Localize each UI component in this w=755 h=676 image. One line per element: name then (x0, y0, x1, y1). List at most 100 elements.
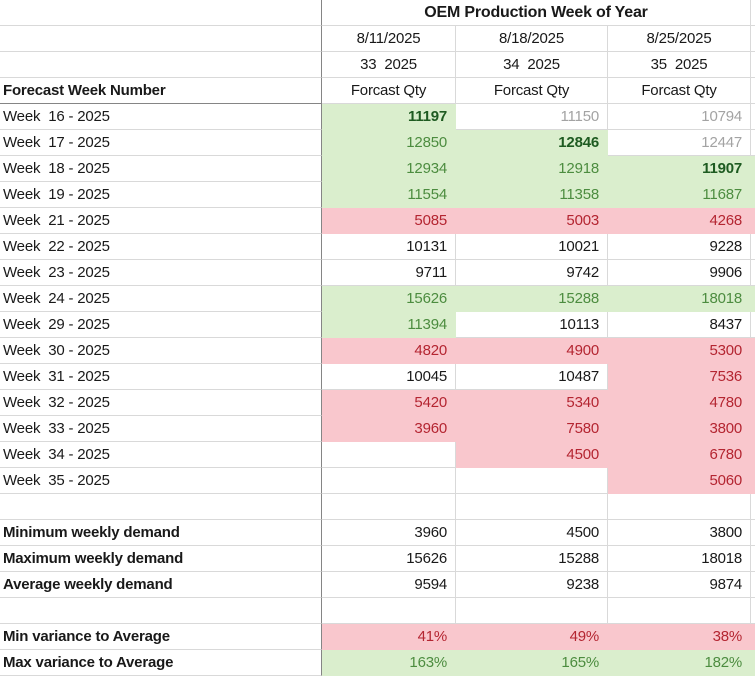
forecast-qty-cell[interactable]: 9711 (322, 260, 456, 286)
spacer-cell[interactable] (608, 494, 752, 520)
forecast-qty-cell[interactable]: 12447 (608, 130, 752, 156)
summary-value-cell[interactable]: 18018 (608, 546, 752, 572)
week-row-label[interactable]: Week 35 - 2025 (0, 468, 322, 494)
week-row-label[interactable]: Week 30 - 2025 (0, 338, 322, 364)
forecast-qty-cell[interactable]: 7536 (608, 364, 752, 390)
week-row-label[interactable]: Week 16 - 2025 (0, 104, 322, 130)
summary-value-cell[interactable]: 9238 (456, 572, 608, 598)
week-row-label[interactable]: Week 22 - 2025 (0, 234, 322, 260)
summary-row-label[interactable]: Maximum weekly demand (0, 546, 322, 572)
spacer-cell[interactable] (0, 494, 322, 520)
column-date[interactable]: 8/18/2025 (456, 26, 608, 52)
forecast-qty-cell[interactable]: 10794 (608, 104, 752, 130)
summary-value-cell[interactable]: 3800 (608, 520, 752, 546)
week-row-label[interactable]: Week 34 - 2025 (0, 442, 322, 468)
column-date[interactable]: 8/25/2025 (608, 26, 752, 52)
variance-value-cell[interactable]: 49% (456, 624, 608, 650)
forecast-qty-cell[interactable]: 8437 (608, 312, 752, 338)
row-header-cell[interactable] (0, 52, 322, 78)
forecast-qty-cell[interactable]: 9906 (608, 260, 752, 286)
summary-row-label[interactable]: Average weekly demand (0, 572, 322, 598)
forecast-qty-cell[interactable]: 15288 (456, 286, 608, 312)
summary-value-cell[interactable]: 3960 (322, 520, 456, 546)
forecast-qty-cell[interactable]: 11358 (456, 182, 608, 208)
week-row-label[interactable]: Week 29 - 2025 (0, 312, 322, 338)
column-week-number[interactable]: 35 2025 (608, 52, 752, 78)
forecast-qty-cell[interactable]: 3800 (608, 416, 752, 442)
forecast-qty-cell[interactable]: 7580 (456, 416, 608, 442)
forecast-qty-header[interactable]: Forcast Qty (608, 78, 752, 104)
forecast-qty-cell[interactable]: 9228 (608, 234, 752, 260)
column-date[interactable]: 8/11/2025 (322, 26, 456, 52)
forecast-qty-cell[interactable]: 5085 (322, 208, 456, 234)
forecast-qty-cell[interactable]: 11394 (322, 312, 456, 338)
forecast-qty-cell[interactable]: 11907 (608, 156, 752, 182)
spacer-cell[interactable] (322, 598, 456, 624)
column-week-number[interactable]: 34 2025 (456, 52, 608, 78)
forecast-qty-cell[interactable]: 10131 (322, 234, 456, 260)
forecast-qty-cell[interactable]: 11554 (322, 182, 456, 208)
variance-row-label[interactable]: Max variance to Average (0, 650, 322, 676)
forecast-qty-cell[interactable]: 10021 (456, 234, 608, 260)
forecast-qty-cell[interactable]: 12918 (456, 156, 608, 182)
variance-value-cell[interactable]: 38% (608, 624, 752, 650)
forecast-qty-cell[interactable]: 4268 (608, 208, 752, 234)
row-header-cell[interactable] (0, 26, 322, 52)
forecast-qty-cell[interactable]: 15626 (322, 286, 456, 312)
forecast-qty-cell[interactable]: 12850 (322, 130, 456, 156)
forecast-qty-cell[interactable]: 5420 (322, 390, 456, 416)
forecast-qty-cell[interactable]: 10487 (456, 364, 608, 390)
forecast-qty-cell[interactable]: 12934 (322, 156, 456, 182)
forecast-qty-cell[interactable]: 5340 (456, 390, 608, 416)
forecast-qty-cell[interactable] (322, 442, 456, 468)
summary-value-cell[interactable]: 4500 (456, 520, 608, 546)
forecast-qty-cell[interactable]: 5060 (608, 468, 752, 494)
variance-row-label[interactable]: Min variance to Average (0, 624, 322, 650)
summary-value-cell[interactable]: 15288 (456, 546, 608, 572)
variance-value-cell[interactable]: 165% (456, 650, 608, 676)
forecast-qty-cell[interactable]: 4900 (456, 338, 608, 364)
forecast-qty-cell[interactable]: 12846 (456, 130, 608, 156)
forecast-qty-cell[interactable]: 3960 (322, 416, 456, 442)
variance-value-cell[interactable]: 163% (322, 650, 456, 676)
forecast-qty-header[interactable]: Forcast Qty (322, 78, 456, 104)
forecast-qty-cell[interactable]: 4500 (456, 442, 608, 468)
summary-row-label[interactable]: Minimum weekly demand (0, 520, 322, 546)
summary-value-cell[interactable]: 9874 (608, 572, 752, 598)
week-row-label[interactable]: Week 19 - 2025 (0, 182, 322, 208)
week-row-label[interactable]: Week 31 - 2025 (0, 364, 322, 390)
forecast-qty-header[interactable]: Forcast Qty (456, 78, 608, 104)
forecast-qty-cell[interactable]: 11197 (322, 104, 456, 130)
forecast-qty-cell[interactable] (322, 468, 456, 494)
forecast-qty-cell[interactable]: 4780 (608, 390, 752, 416)
spacer-cell[interactable] (456, 598, 608, 624)
forecast-qty-cell[interactable]: 4820 (322, 338, 456, 364)
corner-cell[interactable] (0, 0, 322, 26)
week-row-label[interactable]: Week 23 - 2025 (0, 260, 322, 286)
spacer-cell[interactable] (608, 598, 752, 624)
spacer-cell[interactable] (322, 494, 456, 520)
column-week-number[interactable]: 33 2025 (322, 52, 456, 78)
week-row-label[interactable]: Week 32 - 2025 (0, 390, 322, 416)
variance-value-cell[interactable]: 41% (322, 624, 456, 650)
week-row-label[interactable]: Week 21 - 2025 (0, 208, 322, 234)
forecast-qty-cell[interactable]: 11687 (608, 182, 752, 208)
spacer-cell[interactable] (456, 494, 608, 520)
summary-value-cell[interactable]: 9594 (322, 572, 456, 598)
forecast-week-number-header[interactable]: Forecast Week Number (0, 78, 322, 104)
forecast-qty-cell[interactable]: 10045 (322, 364, 456, 390)
week-row-label[interactable]: Week 18 - 2025 (0, 156, 322, 182)
forecast-qty-cell[interactable]: 11150 (456, 104, 608, 130)
forecast-qty-cell[interactable]: 18018 (608, 286, 752, 312)
forecast-qty-cell[interactable]: 6780 (608, 442, 752, 468)
forecast-qty-cell[interactable] (456, 468, 608, 494)
spacer-cell[interactable] (0, 598, 322, 624)
forecast-qty-cell[interactable]: 10113 (456, 312, 608, 338)
week-row-label[interactable]: Week 33 - 2025 (0, 416, 322, 442)
forecast-qty-cell[interactable]: 5003 (456, 208, 608, 234)
week-row-label[interactable]: Week 24 - 2025 (0, 286, 322, 312)
forecast-qty-cell[interactable]: 9742 (456, 260, 608, 286)
week-row-label[interactable]: Week 17 - 2025 (0, 130, 322, 156)
summary-value-cell[interactable]: 15626 (322, 546, 456, 572)
forecast-qty-cell[interactable]: 5300 (608, 338, 752, 364)
